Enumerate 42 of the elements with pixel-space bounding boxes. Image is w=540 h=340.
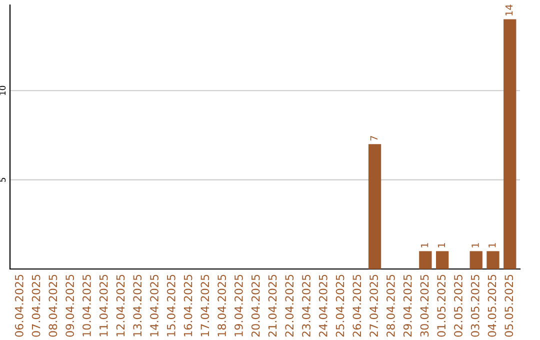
x-tick-label: 05.05.2025 — [504, 274, 514, 337]
x-tick-label: 22.04.2025 — [285, 274, 294, 337]
bar — [368, 144, 382, 269]
x-tick-label: 26.04.2025 — [352, 274, 362, 337]
data-label: 7 — [370, 136, 378, 141]
bar — [436, 251, 449, 269]
x-tick-label: 17.04.2025 — [200, 274, 210, 336]
x-tick-label: 15.04.2025 — [166, 274, 176, 336]
x-tick-label: 19.04.2025 — [234, 274, 243, 336]
data-label: 1 — [472, 243, 479, 248]
data-label: 14 — [505, 4, 513, 16]
x-tick-label: 04.05.2025 — [488, 274, 496, 337]
x-tick-label: 11.04.2025 — [99, 274, 108, 336]
x-tick-label: 25.04.2025 — [336, 274, 344, 337]
x-tick-label: 07.04.2025 — [32, 274, 40, 337]
x-tick-label: 21.04.2025 — [268, 274, 277, 337]
x-tick-label: 27.04.2025 — [370, 274, 378, 337]
x-tick-label: 16.04.2025 — [184, 274, 192, 336]
x-tick-label: 30.04.2025 — [420, 274, 429, 337]
x-tick-label: 01.05.2025 — [437, 274, 446, 337]
x-tick-label: 06.04.2025 — [14, 274, 24, 337]
x-tick-label: 09.04.2025 — [66, 274, 74, 337]
x-tick-label: 29.04.2025 — [403, 274, 412, 337]
x-tick-label: 28.04.2025 — [386, 274, 395, 337]
x-tick-label: 08.04.2025 — [48, 274, 58, 337]
data-label: 1 — [421, 243, 428, 248]
x-tick-label: 12.04.2025 — [116, 274, 125, 336]
x-tick-label: 14.04.2025 — [150, 274, 158, 336]
x-tick-label: 20.04.2025 — [251, 274, 260, 337]
x-tick-label: 10.04.2025 — [82, 274, 91, 336]
bar — [486, 251, 500, 269]
data-label: 1 — [488, 243, 496, 248]
x-tick-label: 13.04.2025 — [133, 274, 142, 336]
x-tick-label: 02.05.2025 — [454, 274, 462, 337]
x-tick-label: 18.04.2025 — [218, 274, 226, 336]
bar — [470, 251, 482, 269]
bar — [504, 19, 516, 269]
x-tick-label: 03.05.2025 — [470, 274, 480, 337]
x-tick-label: 23.04.2025 — [302, 274, 310, 337]
data-label: 1 — [438, 243, 445, 248]
x-tick-label: 24.04.2025 — [318, 274, 328, 337]
bar — [419, 251, 432, 269]
